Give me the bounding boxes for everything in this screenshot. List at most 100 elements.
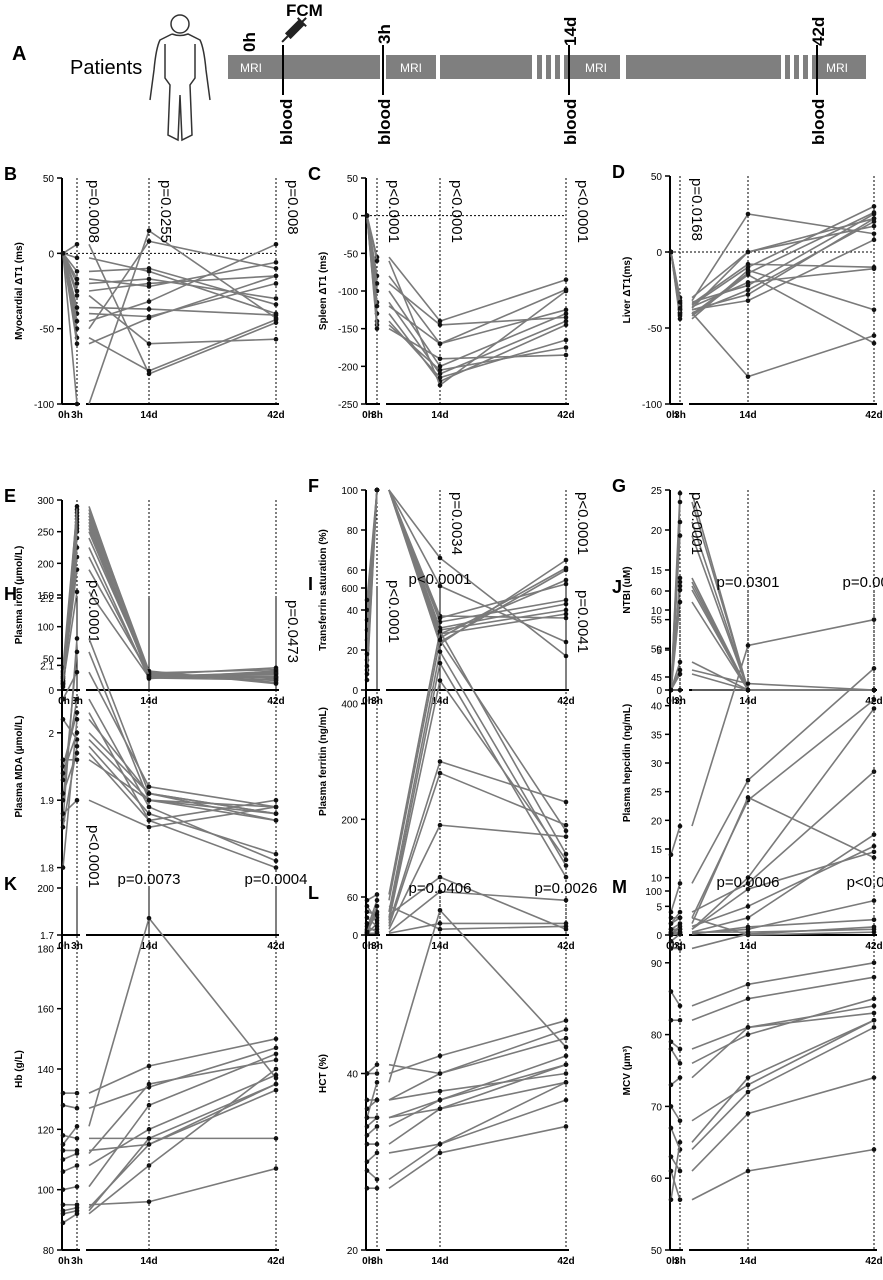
y-tick-label: 1.9 — [40, 796, 54, 807]
panel-label: B — [4, 164, 17, 184]
series-line — [439, 680, 567, 861]
data-point — [74, 797, 80, 803]
data-point — [745, 283, 751, 288]
panel-label: F — [308, 476, 319, 496]
series-line — [439, 1055, 567, 1101]
data-point — [677, 316, 683, 322]
data-point — [745, 287, 751, 293]
series-line — [62, 799, 78, 815]
series-line — [691, 1170, 749, 1201]
series-line — [388, 631, 441, 895]
x-tick-label: 14d — [431, 1256, 448, 1267]
series-line — [62, 252, 78, 280]
data-point — [677, 499, 683, 505]
series-line — [62, 1152, 78, 1161]
p-value-label: p<0.0001 — [85, 825, 102, 888]
data-point — [146, 228, 152, 234]
y-tick-label: 1.7 — [40, 931, 54, 942]
data-point — [871, 769, 877, 774]
data-point — [745, 1168, 751, 1174]
panel-label: L — [308, 883, 319, 903]
data-point — [871, 666, 877, 671]
series-line — [747, 618, 875, 647]
series-line — [439, 320, 567, 375]
data-point — [871, 223, 877, 229]
y-tick-label: 30 — [651, 759, 663, 770]
series-line — [691, 673, 749, 691]
series-line — [148, 267, 277, 306]
y-tick-label: 40 — [347, 606, 359, 617]
p-value-label: p<0.0001 — [385, 180, 402, 243]
data-point — [60, 251, 66, 256]
series-line — [439, 1125, 567, 1154]
y-tick-label: 45 — [651, 673, 663, 684]
data-point — [677, 924, 683, 929]
series-line — [62, 252, 78, 259]
data-point — [364, 1071, 370, 1076]
data-point — [677, 305, 683, 311]
data-point — [871, 960, 877, 966]
series-line — [148, 1167, 277, 1203]
data-point — [563, 1044, 569, 1050]
data-point — [364, 1132, 370, 1138]
series-line — [691, 933, 749, 950]
data-point — [871, 832, 877, 837]
series-line — [747, 1019, 875, 1086]
data-point — [146, 1199, 152, 1205]
series-line — [439, 288, 567, 345]
series-line — [388, 324, 441, 371]
x-tick-label: 0h — [58, 1256, 70, 1267]
data-point — [668, 946, 674, 951]
series-line — [747, 1026, 875, 1093]
series-line — [439, 909, 567, 1048]
y-tick-label: 200 — [37, 559, 54, 570]
y-tick-label: 20 — [651, 816, 663, 827]
data-point — [745, 261, 751, 267]
series-line — [148, 275, 277, 319]
data-point — [437, 907, 443, 913]
series-line — [747, 267, 875, 284]
data-point — [563, 577, 569, 583]
series-line — [388, 489, 441, 587]
data-point — [273, 851, 279, 857]
data-point — [437, 1106, 443, 1112]
data-point — [745, 1075, 751, 1080]
data-point — [74, 276, 80, 282]
data-point — [74, 1151, 80, 1156]
data-point — [871, 1017, 877, 1023]
y-tick-label: 40 — [347, 1070, 359, 1081]
y-tick-label: 140 — [37, 1065, 54, 1076]
y-tick-label: 600 — [341, 584, 358, 595]
data-point — [563, 352, 569, 358]
panel-label: K — [4, 874, 17, 894]
series-line — [388, 1143, 441, 1154]
x-tick-label: 42d — [557, 1256, 574, 1267]
x-tick-label: 3h — [674, 410, 686, 421]
timeline-bar-tick — [537, 55, 542, 79]
data-point — [677, 490, 683, 496]
data-point — [668, 1154, 674, 1159]
chart-panel-c: C 50 0 -50 -100 -150 -200 -250 Spleen ΔT1 (ms) 0h… — [308, 164, 591, 421]
y-tick-label: 50 — [651, 644, 663, 655]
series-line — [691, 917, 749, 936]
series-line — [439, 309, 567, 345]
series-line — [388, 1143, 441, 1181]
p-value-label: p=0.0008 — [85, 180, 102, 243]
series-line — [439, 603, 567, 629]
data-point — [273, 1081, 279, 1087]
data-point — [677, 671, 683, 677]
p-value-label: p=0.0026 — [535, 880, 598, 897]
y-tick-label: 0 — [352, 686, 358, 697]
data-point — [871, 1075, 877, 1080]
series-line — [691, 1091, 749, 1151]
data-point — [374, 487, 380, 493]
patients-label: Patients — [70, 57, 142, 79]
series-line — [670, 883, 681, 913]
series-line — [62, 1125, 78, 1145]
y-tick-label: 5 — [656, 902, 662, 913]
p-value-label: p=0.0004 — [843, 574, 883, 591]
